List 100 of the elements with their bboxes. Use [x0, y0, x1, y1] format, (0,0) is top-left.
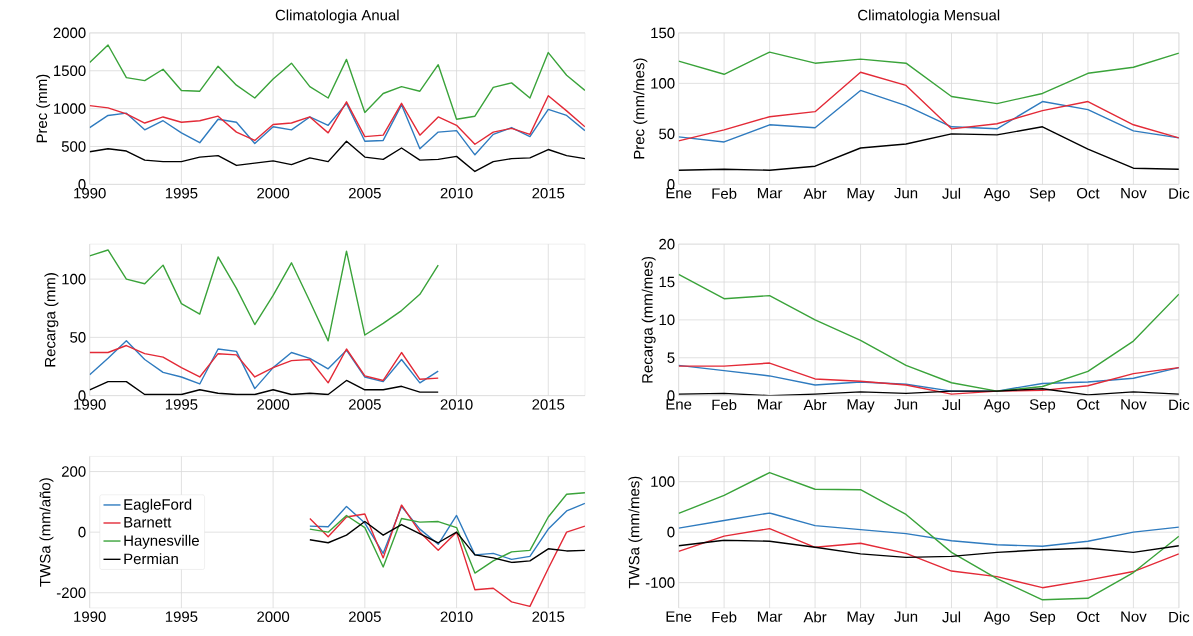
x-tick-label: 2010 [440, 187, 473, 199]
y-axis-title: TWSa (mm/mes) [628, 476, 643, 589]
y-tick-label: 0 [78, 526, 86, 538]
legend-label: Haynesville [124, 534, 199, 549]
x-tick-label: Ago [983, 399, 1010, 413]
y-tick-label: 200 [61, 466, 86, 477]
x-tick-label: Feb [712, 187, 737, 199]
x-tick-label: Dic [1169, 611, 1190, 623]
line-series [89, 344, 439, 384]
y-tick-label: 20 [659, 238, 675, 250]
line-series [678, 273, 1179, 392]
x-tick-label: Sep [1029, 399, 1056, 413]
x-tick-label: Mar [757, 399, 783, 410]
line-series [89, 340, 439, 390]
x-tick-label: 1995 [165, 399, 198, 410]
line-series [678, 539, 1179, 559]
x-tick-label: Sep [1029, 187, 1056, 202]
y-tick-label: 1000 [54, 103, 86, 115]
line-series [89, 95, 585, 146]
x-tick-label: 2000 [257, 399, 290, 410]
line-series [89, 140, 585, 173]
x-tick-label: Jul [942, 399, 961, 411]
y-tick-label: 100 [651, 78, 675, 89]
line-series [678, 388, 1179, 396]
x-tick-label: Ago [983, 187, 1010, 202]
x-tick-label: 2010 [440, 399, 473, 410]
x-tick-label: Dic [1169, 187, 1190, 199]
line-series [678, 528, 1179, 589]
x-tick-label: May [847, 187, 875, 202]
x-tick-label: Nov [1121, 187, 1147, 199]
x-tick-label: Ene [666, 399, 692, 410]
line-series [89, 44, 585, 121]
y-tick-label: 0 [78, 390, 86, 402]
x-tick-label: 2015 [532, 399, 565, 410]
y-tick-label: -200 [56, 587, 86, 599]
x-tick-label: 2010 [440, 611, 473, 623]
x-tick-label: Jun [894, 611, 918, 622]
y-tick-label: 50 [70, 332, 86, 343]
x-tick-label: Mar [757, 611, 783, 622]
x-tick-label: Ene [666, 187, 692, 199]
x-tick-label: 2000 [257, 187, 290, 199]
line-series [678, 471, 1179, 601]
x-tick-label: Abr [803, 611, 827, 623]
line-series [678, 126, 1179, 172]
x-tick-label: Jul [942, 187, 961, 199]
x-tick-label: May [847, 611, 875, 625]
x-tick-label: Mar [757, 187, 783, 199]
line-series [678, 512, 1179, 548]
y-tick-label: 100 [62, 273, 86, 285]
x-tick-label: 1990 [74, 187, 106, 199]
x-tick-label: Feb [712, 611, 737, 623]
y-tick-label: 100 [651, 476, 675, 488]
y-tick-label: 10 [659, 314, 675, 326]
x-tick-label: Ago [983, 611, 1010, 625]
x-tick-label: 1990 [74, 611, 106, 623]
line-series [678, 51, 1179, 105]
y-tick-label: 15 [659, 276, 675, 288]
x-tick-label: Jul [942, 611, 961, 623]
chart-title: Climatologia Mensual [858, 9, 1000, 24]
legend-label: Permian [124, 553, 178, 565]
x-tick-label: Abr [803, 399, 827, 411]
x-tick-label: 2005 [348, 399, 381, 410]
x-tick-label: Ene [666, 611, 692, 622]
y-tick-label: 5 [667, 352, 675, 364]
x-tick-label: Jun [894, 187, 918, 199]
line-series [89, 102, 585, 156]
line-series [309, 492, 585, 574]
legend-label: Barnett [124, 517, 172, 528]
x-tick-label: Nov [1121, 611, 1147, 622]
x-tick-label: Oct [1077, 611, 1100, 623]
legend-label: EagleFord [124, 498, 192, 513]
y-axis-title: Prec (mm) [36, 74, 51, 143]
x-tick-label: Jun [894, 399, 918, 410]
y-axis-title: Prec (mm/mes) [633, 58, 648, 159]
x-tick-label: 1990 [74, 399, 106, 410]
y-axis-title: Recarga (mm/mes) [641, 257, 656, 383]
y-tick-label: 0 [667, 390, 675, 402]
x-tick-label: Dic [1169, 399, 1190, 411]
x-tick-label: 2005 [348, 611, 381, 623]
x-tick-label: 2015 [532, 187, 565, 199]
x-tick-label: Nov [1121, 399, 1147, 410]
x-tick-label: Abr [803, 187, 827, 199]
line-series [678, 71, 1179, 142]
x-tick-label: 1995 [165, 611, 198, 623]
x-tick-label: 2005 [348, 187, 381, 199]
x-tick-label: Oct [1077, 399, 1100, 410]
line-series [309, 504, 585, 608]
y-axis-title: TWSa (mm/año) [39, 478, 54, 587]
x-tick-label: Oct [1077, 187, 1100, 199]
y-tick-label: 2000 [53, 27, 86, 39]
y-tick-label: 0 [667, 526, 675, 538]
x-tick-label: 1995 [165, 187, 198, 199]
line-series [309, 502, 585, 561]
x-tick-label: 2000 [257, 611, 290, 623]
x-tick-label: Sep [1029, 611, 1056, 626]
chart-title: Climatologia Anual [275, 9, 399, 24]
y-tick-label: 500 [61, 141, 86, 152]
y-axis-title: Recarga (mm) [44, 273, 59, 367]
y-tick-label: -100 [645, 577, 675, 589]
x-tick-label: 2015 [532, 611, 565, 623]
